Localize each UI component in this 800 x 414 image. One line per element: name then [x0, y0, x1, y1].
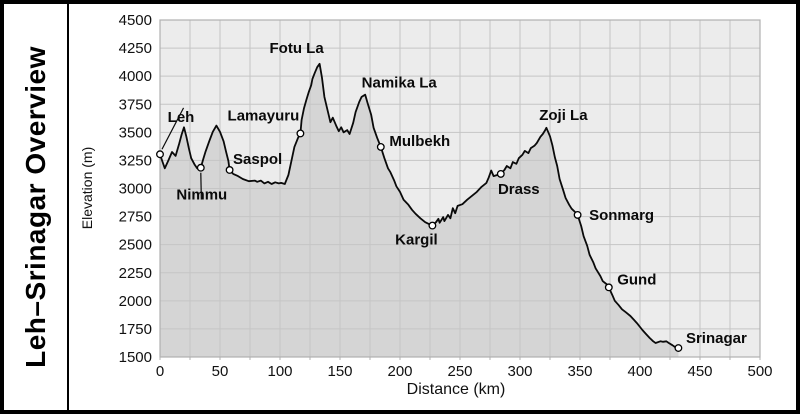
y-tick-label: 3500: [119, 124, 152, 141]
waypoint-marker: [296, 129, 305, 138]
waypoint-label: Nimmu: [176, 187, 227, 204]
x-tick-label: 500: [747, 363, 772, 380]
x-tick-label: 300: [507, 363, 532, 380]
waypoint-label: Namika La: [362, 75, 438, 92]
waypoint-marker: [496, 169, 505, 178]
leader-line: [200, 172, 202, 200]
y-tick-label: 1500: [119, 349, 152, 366]
waypoint-label: Leh: [168, 109, 195, 126]
waypoint-label: Srinagar: [686, 330, 747, 347]
waypoint-marker: [376, 142, 385, 151]
y-tick-label: 2500: [119, 237, 152, 254]
waypoint-label: Zoji La: [539, 107, 588, 124]
x-tick-label: 350: [567, 363, 592, 380]
x-tick-label: 200: [387, 363, 412, 380]
x-axis-title: Distance (km): [407, 381, 506, 398]
y-tick-label: 4250: [119, 40, 152, 57]
y-axis-title: Elevation (m): [79, 147, 95, 229]
y-tick-label: 3250: [119, 152, 152, 169]
area-fill: [160, 63, 679, 358]
waypoint-marker: [674, 344, 683, 352]
y-tick-label: 1750: [119, 321, 152, 338]
y-tick-label: 2250: [119, 265, 152, 282]
x-tick-label: 250: [447, 363, 472, 380]
plot-layer: 0 50 100 150 200 250 300 350 400 450 500 1500 1750 20…: [119, 12, 773, 380]
waypoint-label: Sonmarg: [589, 207, 654, 224]
x-tick-label: 50: [212, 363, 229, 380]
waypoint-label: Kargil: [395, 232, 438, 249]
waypoint-marker: [196, 163, 205, 172]
waypoint-label: Saspol: [233, 151, 282, 168]
waypoint-label: Lamayuru: [228, 107, 300, 124]
chart-title-strip: Leh–Srinagar Overview: [4, 4, 69, 410]
y-tick-label: 3000: [119, 181, 152, 198]
waypoint-marker: [156, 150, 164, 159]
waypoint-marker: [225, 166, 234, 174]
y-tick-label: 2750: [119, 209, 152, 226]
waypoint-label: Mulbekh: [389, 133, 450, 150]
leader-line: [161, 107, 185, 150]
waypoint-marker: [428, 221, 437, 230]
x-tick-label: 100: [267, 363, 292, 380]
x-tick-label: 150: [327, 363, 352, 380]
waypoint-marker: [573, 210, 582, 219]
profile-line: [159, 62, 680, 349]
waypoint-label: Drass: [498, 181, 540, 198]
waypoint-label: Fotu La: [270, 40, 325, 57]
elevation-chart: 0 50 100 150 200 250 300 350 400 450 500 1500 1750 20…: [79, 12, 773, 398]
y-tick-label: 4000: [119, 68, 152, 85]
y-tick-label: 2000: [119, 293, 152, 310]
y-tick-label: 3750: [119, 96, 152, 113]
waypoint-label: Gund: [617, 271, 656, 288]
waypoint-marker: [604, 283, 613, 292]
x-tick-label: 0: [156, 363, 164, 380]
x-tick-label: 450: [687, 363, 712, 380]
x-tick-label: 400: [627, 363, 652, 380]
y-tick-label: 4500: [119, 12, 152, 29]
